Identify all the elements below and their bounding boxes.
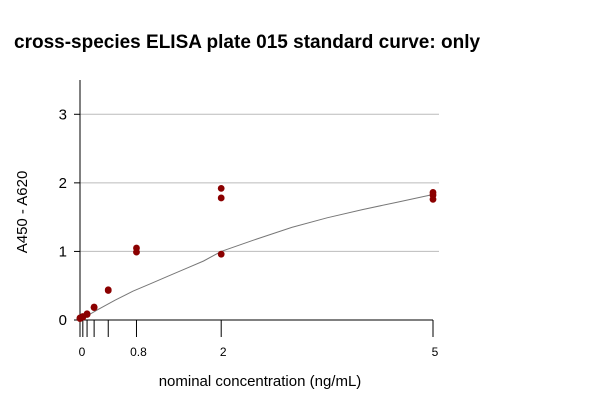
x-axis: 0 0.8 2 5 <box>79 319 439 359</box>
data-point <box>90 304 98 312</box>
data-point <box>104 287 112 294</box>
data-point <box>217 194 225 202</box>
data-point <box>429 195 437 203</box>
data-point <box>217 250 225 258</box>
x-axis-label: nominal concentration (ng/mL) <box>159 373 362 390</box>
y-axis: 0 1 2 3 <box>59 80 81 329</box>
y-tick-label: 3 <box>59 106 67 123</box>
fit-curve <box>79 194 434 321</box>
y-tick-label: 0 <box>59 312 67 329</box>
data-point <box>83 310 91 318</box>
y-tick-label: 1 <box>59 243 67 260</box>
x-tick-label: 0.8 <box>130 345 147 359</box>
x-tick-label: 5 <box>432 345 439 359</box>
chart-title: cross-species ELISA plate 015 standard c… <box>14 32 480 53</box>
x-tick-label: 0 <box>79 345 86 359</box>
y-axis-label: A450 - A620 <box>14 171 31 254</box>
x-tick-label: 2 <box>220 345 227 359</box>
grid-lines <box>80 113 439 252</box>
data-point <box>133 248 140 256</box>
y-tick-label: 2 <box>59 175 67 192</box>
data-point <box>429 189 437 196</box>
data-points <box>76 184 437 323</box>
data-point <box>217 184 225 192</box>
